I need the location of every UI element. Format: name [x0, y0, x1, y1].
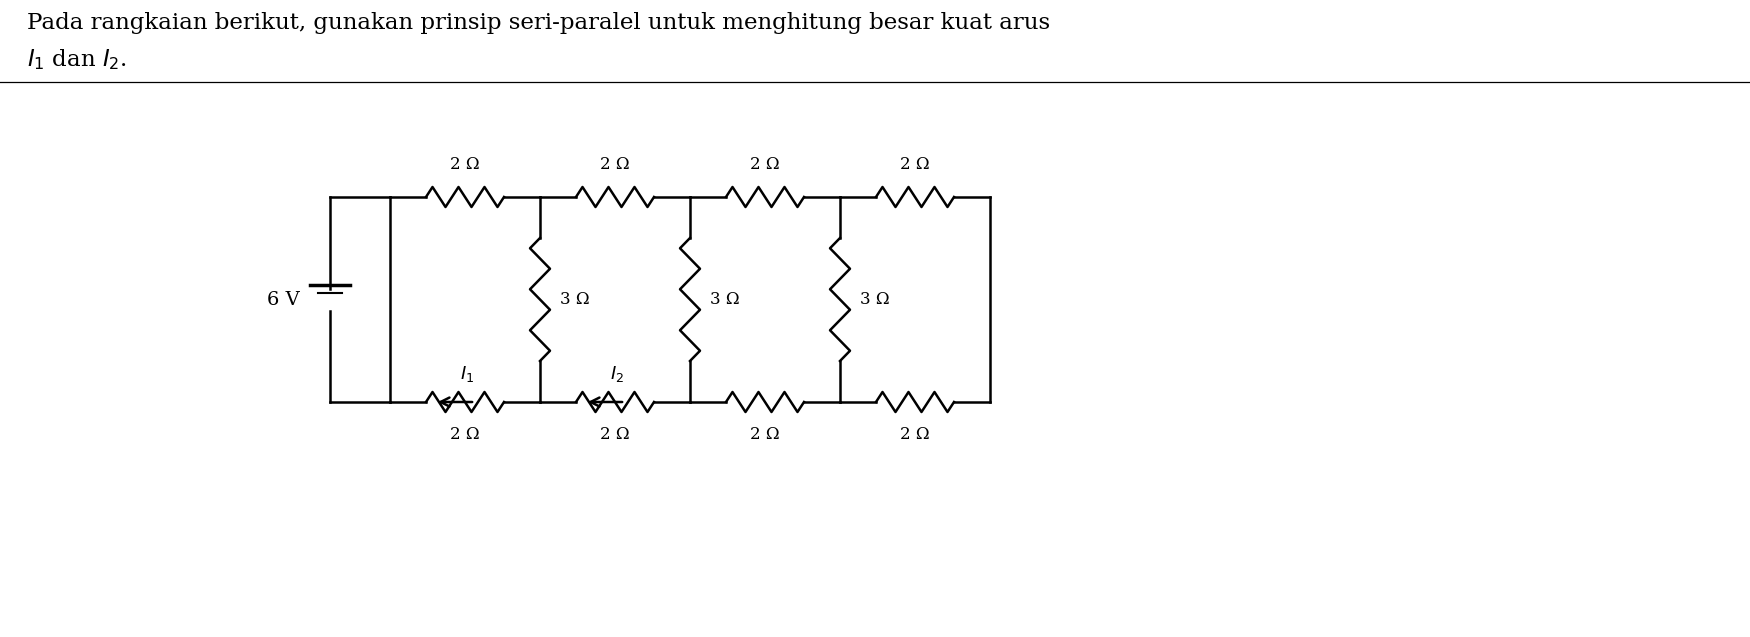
Text: $I_2$: $I_2$	[611, 364, 625, 384]
Text: 2 Ω: 2 Ω	[751, 156, 780, 173]
Text: 2 Ω: 2 Ω	[600, 156, 630, 173]
Text: 2 Ω: 2 Ω	[600, 426, 630, 443]
Text: 2 Ω: 2 Ω	[900, 156, 929, 173]
Text: 3 Ω: 3 Ω	[859, 291, 889, 308]
Text: 2 Ω: 2 Ω	[450, 156, 480, 173]
Text: $I_1$: $I_1$	[460, 364, 474, 384]
Text: Pada rangkaian berikut, gunakan prinsip seri-paralel untuk menghitung besar kuat: Pada rangkaian berikut, gunakan prinsip …	[26, 12, 1050, 34]
Text: 6 V: 6 V	[268, 290, 299, 308]
Text: 2 Ω: 2 Ω	[900, 426, 929, 443]
Text: $I_1$ dan $I_2$.: $I_1$ dan $I_2$.	[26, 47, 126, 72]
Text: 2 Ω: 2 Ω	[450, 426, 480, 443]
Text: 2 Ω: 2 Ω	[751, 426, 780, 443]
Text: 3 Ω: 3 Ω	[560, 291, 590, 308]
Text: 3 Ω: 3 Ω	[710, 291, 740, 308]
